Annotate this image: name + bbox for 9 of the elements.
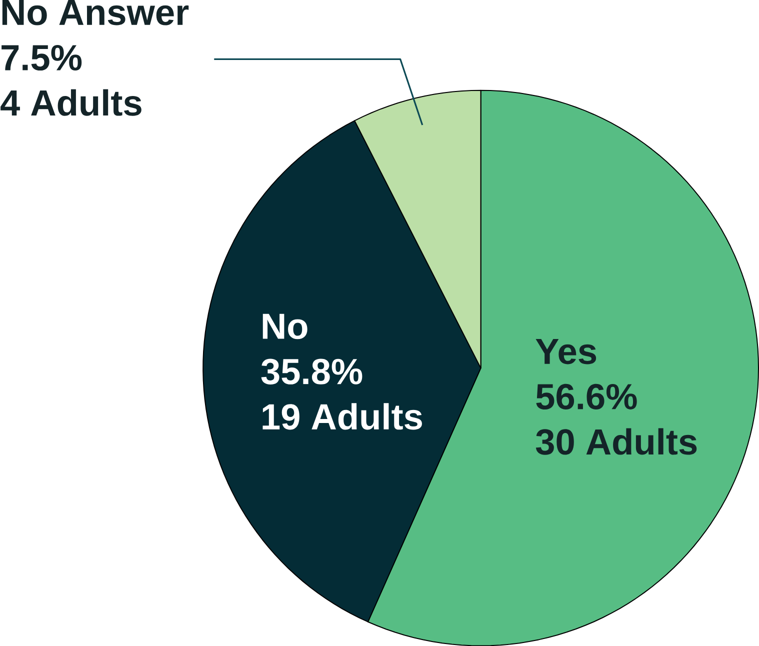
text: 19 Adults [262, 402, 422, 430]
text: 4 Adults [0, 89, 142, 116]
data-label: 7.5% [2, 44, 82, 70]
text: 30 Adults [536, 428, 697, 455]
slice-label: No [262, 314, 308, 339]
data-label: 56.6% [536, 384, 637, 410]
slice-label: No Answer [2, 0, 189, 26]
slice-label: Yes [536, 338, 596, 364]
data-label: 35.8% [261, 358, 362, 384]
